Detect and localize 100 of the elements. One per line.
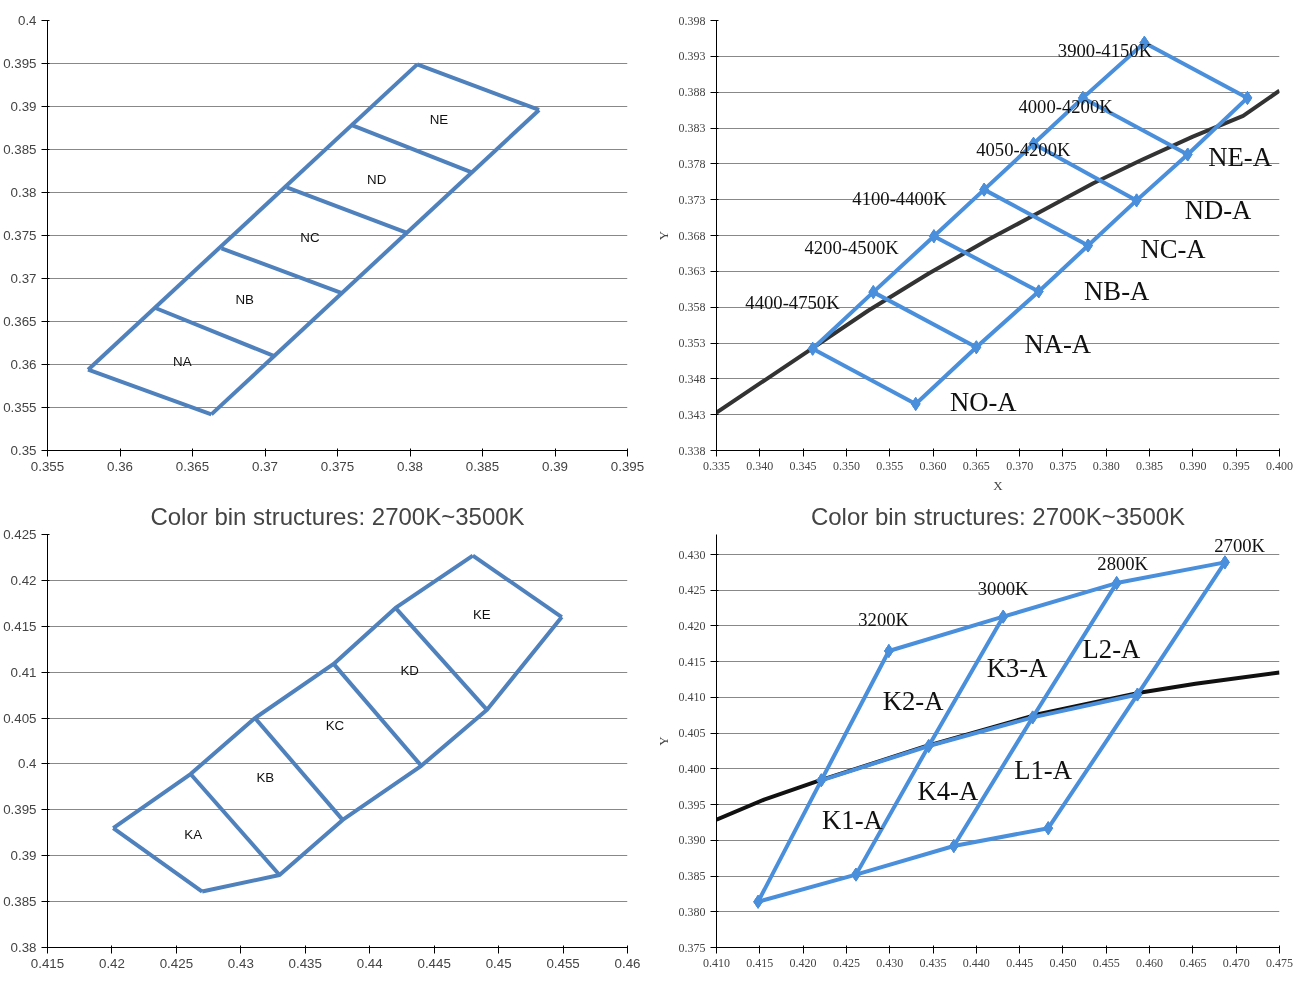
x-tick-label: 0.410: [703, 955, 730, 970]
x-tick-label: 0.460: [1136, 955, 1164, 970]
x-tick-label: 0.350: [832, 458, 860, 473]
x-tick-label: 0.455: [546, 955, 580, 971]
annotation: NB: [235, 291, 255, 307]
x-tick-label: 0.380: [1092, 458, 1120, 473]
annotation: K2-A: [882, 685, 945, 716]
x-axis-title: X: [993, 477, 1004, 493]
x-tick-label: 0.355: [30, 458, 65, 474]
annotation: K3-A: [986, 653, 1049, 684]
x-tick-label: 0.445: [1006, 955, 1034, 970]
y-tick-label: 0.398: [678, 13, 706, 28]
annotation: NE-A: [1208, 141, 1273, 172]
x-tick-label: 0.365: [962, 458, 990, 473]
y-tick-label: 0.363: [678, 264, 706, 279]
x-tick-label: 0.445: [417, 955, 451, 971]
x-tick-label: 0.395: [1222, 458, 1250, 473]
y-tick-label: 0.385: [3, 894, 37, 910]
annotation: NO-A: [949, 386, 1018, 417]
y-tick-label: 0.37: [10, 271, 37, 286]
x-tick-label: 0.46: [614, 955, 641, 971]
annotation: KA: [184, 827, 203, 843]
x-tick-label: 0.43: [227, 955, 254, 971]
y-tick-label: 0.405: [678, 726, 706, 741]
x-tick-label: 0.360: [919, 458, 947, 473]
annotation: L2-A: [1082, 633, 1142, 664]
annotation: 3000K: [977, 577, 1030, 599]
annotation: K4-A: [917, 776, 979, 807]
x-tick-label: 0.415: [30, 955, 65, 971]
y-tick-label: 0.375: [678, 940, 706, 955]
annotation: NC-A: [1140, 234, 1207, 265]
annotation: NC: [300, 229, 320, 245]
y-tick-label: 0.338: [678, 443, 706, 458]
y-tick-label: 0.420: [678, 618, 706, 633]
x-tick-label: 0.425: [832, 955, 860, 970]
x-tick-label: 0.42: [98, 955, 125, 971]
chart-title: Color bin structures: 2700K~3500K: [810, 502, 1186, 530]
annotation: NB-A: [1084, 275, 1151, 306]
x-tick-label: 0.455: [1092, 955, 1120, 970]
x-tick-label: 0.465: [1179, 955, 1207, 970]
x-tick-label: 0.365: [175, 458, 210, 474]
y-tick-label: 0.390: [678, 833, 706, 848]
x-tick-label: 0.345: [789, 458, 817, 473]
annotation: 4400-4750K: [745, 291, 841, 313]
x-tick-label: 0.395: [610, 458, 645, 474]
annotation: KB: [256, 770, 275, 786]
y-tick-label: 0.39: [10, 848, 37, 864]
annotation: NA-A: [1024, 329, 1092, 360]
y-tick-label: 0.378: [678, 156, 706, 171]
y-tick-label: 0.4: [17, 756, 38, 772]
x-tick-label: 0.415: [746, 955, 774, 970]
x-tick-label: 0.39: [542, 458, 568, 474]
y-tick-label: 0.41: [10, 664, 37, 680]
y-tick-label: 0.348: [678, 371, 706, 386]
y-tick-label: 0.38: [10, 940, 37, 955]
annotation: K1-A: [822, 804, 884, 835]
y-tick-label: 0.39: [10, 99, 37, 114]
x-tick-label: 0.45: [485, 955, 512, 971]
x-tick-label: 0.375: [1049, 458, 1077, 473]
x-tick-label: 0.420: [789, 955, 817, 970]
y-tick-label: 0.395: [3, 802, 37, 818]
y-tick-label: 0.35: [10, 443, 37, 458]
y-tick-label: 0.383: [678, 121, 706, 135]
y-tick-label: 0.425: [3, 527, 37, 542]
annotation: ND-A: [1184, 194, 1253, 225]
x-tick-label: 0.435: [919, 955, 947, 970]
x-tick-label: 0.470: [1222, 955, 1250, 970]
x-tick-label: 0.370: [1006, 458, 1034, 473]
x-tick-label: 0.36: [107, 458, 133, 474]
x-tick-label: 0.390: [1179, 458, 1207, 473]
annotation: NA: [173, 354, 192, 370]
y-tick-label: 0.415: [678, 654, 706, 669]
x-tick-label: 0.38: [397, 458, 423, 474]
x-tick-label: 0.37: [252, 458, 278, 474]
y-tick-label: 0.42: [10, 572, 37, 588]
y-tick-label: 0.358: [678, 300, 706, 315]
annotation: L1-A: [1014, 754, 1073, 785]
annotation: 4100-4400K: [852, 188, 948, 210]
y-tick-label: 0.395: [3, 56, 37, 71]
y-tick-label: 0.343: [678, 407, 706, 422]
y-tick-label: 0.38: [10, 185, 37, 200]
x-tick-label: 0.375: [320, 458, 355, 474]
annotation: ND: [367, 172, 387, 188]
x-tick-label: 0.430: [876, 955, 904, 970]
y-tick-label: 0.365: [3, 314, 37, 329]
y-tick-label: 0.410: [678, 690, 706, 705]
x-tick-label: 0.44: [356, 955, 384, 971]
y-tick-label: 0.4: [17, 13, 38, 28]
annotation: 2800K: [1097, 552, 1149, 574]
y-tick-label: 0.375: [3, 228, 37, 243]
x-tick-label: 0.400: [1266, 458, 1293, 473]
x-tick-label: 0.440: [962, 955, 990, 970]
x-tick-label: 0.425: [159, 955, 194, 971]
y-tick-label: 0.405: [3, 710, 37, 726]
y-tick-label: 0.393: [678, 49, 706, 64]
y-tick-label: 0.385: [678, 869, 706, 884]
annotation: KE: [472, 606, 491, 622]
x-tick-label: 0.355: [876, 458, 904, 473]
y-tick-label: 0.400: [678, 761, 706, 776]
y-tick-label: 0.430: [678, 547, 706, 562]
